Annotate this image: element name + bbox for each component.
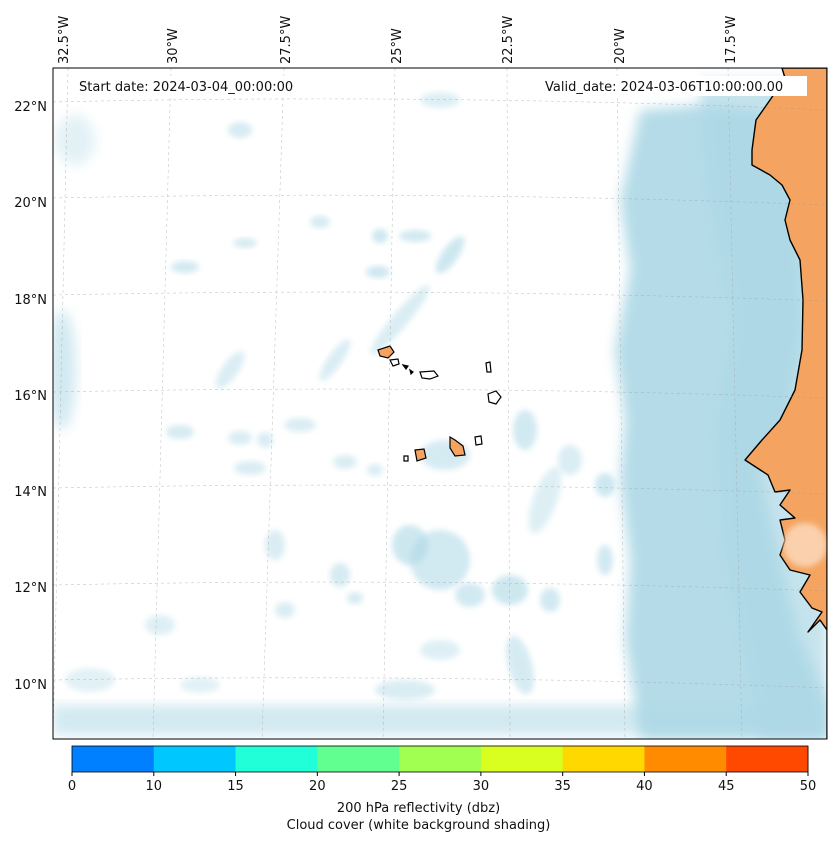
colorbar-tick-label: 10 (146, 779, 163, 794)
colorbar-border (71, 745, 809, 773)
cape-verde-islands (377, 345, 502, 462)
colorbar-tick-label: 30 (473, 779, 490, 794)
map-frame (52, 67, 828, 740)
colorbar-segment (399, 746, 482, 772)
colorbar-segment (153, 746, 237, 772)
lon-label: 27.5°W (279, 16, 294, 64)
valid-date-box (539, 76, 807, 96)
start-date-text: Start date: 2024-03-04_00:00:00 (79, 80, 293, 95)
lon-label: 25°W (390, 28, 405, 64)
lat-label: 20°N (14, 196, 47, 211)
colorbar-tick-label: 25 (391, 779, 408, 794)
colorbar-tick-label: 35 (554, 779, 571, 794)
colorbar: 0 10 15 20 25 30 35 40 45 50 (68, 745, 817, 794)
colorbar-segment (644, 746, 727, 772)
colorbar-segment (72, 746, 155, 772)
colorbar-segment (562, 746, 645, 772)
lat-label: 14°N (14, 485, 47, 500)
colorbar-tick-label: 0 (68, 779, 76, 794)
colorbar-tick-label: 40 (636, 779, 653, 794)
lon-label: 30°W (166, 28, 181, 64)
colorbar-segment (726, 746, 809, 772)
lon-label: 32.5°W (57, 16, 72, 64)
lat-label: 16°N (14, 389, 47, 404)
colorbar-segment (480, 746, 564, 772)
colorbar-tick-label: 15 (227, 779, 244, 794)
lon-label: 22.5°W (501, 16, 516, 64)
lon-label: 20°W (613, 28, 628, 64)
latitude-labels: 22°N 20°N 18°N 16°N 14°N 12°N 10°N (14, 100, 47, 693)
lat-label: 12°N (14, 581, 47, 596)
lat-label: 18°N (14, 293, 47, 308)
valid-date-text: Valid_date: 2024-03-06T10:00:00.00 (545, 80, 783, 95)
lat-label: 10°N (14, 678, 47, 693)
colorbar-segment (317, 746, 400, 772)
africa-land (744, 68, 827, 739)
start-date-box (72, 76, 318, 96)
colorbar-tick-label: 20 (309, 779, 326, 794)
colorbar-tick-label: 45 (718, 779, 735, 794)
colorbar-sublabel: Cloud cover (white background shading) (286, 818, 551, 833)
graticule (52, 67, 828, 740)
longitude-labels: 32.5°W 30°W 27.5°W 25°W 22.5°W 20°W 17.5… (57, 16, 739, 64)
colorbar-tick-label: 50 (800, 779, 817, 794)
colorbar-label: 200 hPa reflectivity (dbz) (336, 801, 501, 816)
lon-label: 17.5°W (724, 16, 739, 64)
lat-label: 22°N (14, 100, 47, 115)
colorbar-segment (235, 746, 318, 772)
